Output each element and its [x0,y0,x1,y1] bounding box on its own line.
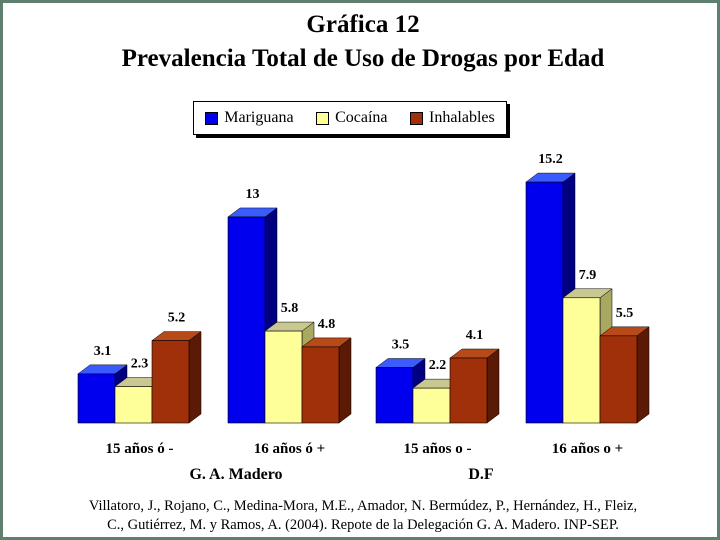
data-label-mariguana-2: 3.5 [392,338,410,353]
data-label-inhalables-3: 5.5 [616,306,634,321]
data-label-mariguana-3: 15.2 [538,152,563,167]
category-label-1: 16 años ó + [254,441,325,457]
bar-cocaina-1 [264,330,303,424]
bar-inhalables-0-side [188,331,202,424]
data-label-cocaina-1: 5.8 [281,301,299,316]
group-label-1: D.F [468,466,494,483]
legend-item-cocaina: Cocaína [316,109,387,127]
legend-swatch-mariguana [205,111,219,125]
citation-line-1: Villatoro, J., Rojano, C., Medina-Mora, … [88,498,638,514]
bar-inhalables-1-side [338,337,352,424]
data-label-inhalables-1: 4.8 [318,317,336,332]
category-label-0: 15 años ó - [106,441,174,457]
bar-inhalables-2 [449,357,488,424]
group-label-0: G. A. Madero [189,466,282,483]
bar-chart: 3.1 2.3 5.2 15 años ó - 13 5.8 4.8 16 años ó + 3… [63,152,680,483]
data-label-mariguana-0: 3.1 [94,344,112,359]
data-label-cocaina-2: 2.2 [429,358,447,373]
category-label-2: 15 años o - [404,441,472,457]
legend-swatch-inhalables [409,111,423,125]
legend-item-mariguana: Mariguana [205,109,294,127]
chart-subtitle: Prevalencia Total de Uso de Drogas por E… [121,45,605,72]
bar-cocaina-3 [562,297,601,424]
bar-inhalables-1 [301,346,340,424]
data-label-mariguana-1: 13 [246,187,260,202]
bar-mariguana-0 [77,373,116,424]
citation-line-2: C., Gutiérrez, M. y Ramos, A. (2004). Re… [107,517,619,533]
bar-inhalables-3 [599,335,638,424]
bar-inhalables-0 [151,340,190,424]
bar-mariguana-1 [227,216,266,424]
legend-label-inhalables: Inhalables [428,109,495,126]
legend-label-mariguana: Mariguana [224,109,294,126]
legend-swatch-cocaina [316,111,330,125]
legend-label-cocaina: Cocaína [335,109,388,126]
data-label-inhalables-0: 5.2 [168,311,186,326]
bar-mariguana-3 [525,181,564,424]
data-label-cocaina-3: 7.9 [579,268,597,283]
data-label-cocaina-0: 2.3 [131,357,149,372]
legend-item-inhalables: Inhalables [409,109,495,127]
category-label-3: 16 años o + [552,441,623,457]
chart-legend: Mariguana Cocaína Inhalables [193,101,507,135]
bar-mariguana-2 [375,367,414,424]
data-label-inhalables-2: 4.1 [466,328,484,343]
bar-inhalables-2-side [486,348,500,424]
chart-title: Gráfica 12 [306,11,420,38]
bar-cocaina-0 [114,386,153,424]
bar-inhalables-3-side [636,326,650,424]
bar-cocaina-2 [412,387,451,424]
